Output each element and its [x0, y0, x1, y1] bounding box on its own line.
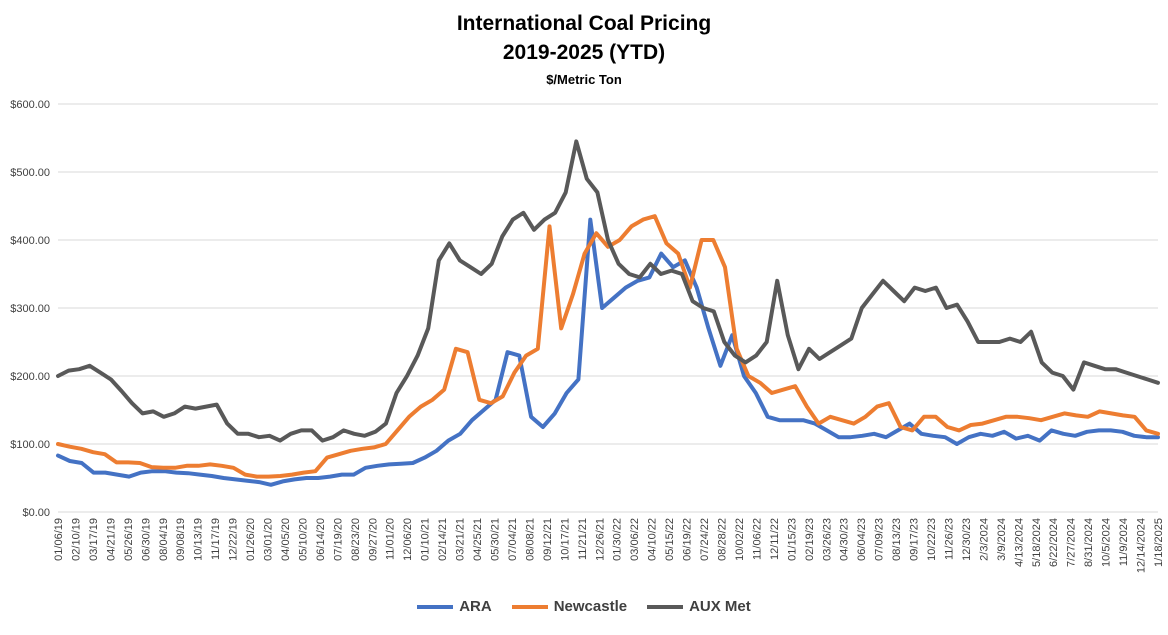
x-tick-label: 03/21/21 [455, 518, 467, 561]
series-line-newcastle [56, 214, 1160, 479]
x-tick-label: 11/26/23 [943, 518, 955, 560]
y-tick-label: $600.00 [10, 99, 50, 111]
x-tick-label: 07/09/23 [874, 518, 886, 561]
y-tick-label: $200.00 [10, 371, 50, 383]
x-tick-label: 11/21/21 [577, 518, 589, 560]
x-tick-label: 02/19/23 [804, 518, 816, 561]
x-tick-label: 09/27/20 [367, 518, 379, 561]
y-tick-label: $100.00 [10, 439, 50, 451]
legend-item: AUX Met [647, 598, 751, 615]
legend-label: ARA [459, 598, 492, 615]
x-tick-label: 12/06/20 [402, 518, 414, 561]
x-tick-label: 07/24/22 [699, 518, 711, 561]
x-tick-label: 10/13/19 [193, 518, 205, 561]
x-tick-label: 01/30/22 [612, 518, 624, 561]
x-tick-label: 8/31/2024 [1083, 518, 1095, 567]
x-tick-label: 05/30/21 [490, 518, 502, 561]
legend-item: Newcastle [511, 598, 628, 615]
x-tick-label: 4/13/2024 [1013, 518, 1025, 567]
x-tick-label: 5/18/2024 [1031, 518, 1043, 567]
series-line-aux-met [56, 139, 1160, 443]
x-tick-label: 3/9/2024 [996, 518, 1008, 561]
x-tick-label: 09/08/19 [175, 518, 187, 561]
legend-label: AUX Met [689, 598, 751, 615]
x-tick-label: 02/14/21 [437, 518, 449, 561]
x-tick-label: 11/06/22 [751, 518, 763, 560]
x-tick-label: 07/04/21 [507, 518, 519, 561]
x-tick-label: 10/22/23 [926, 518, 938, 561]
x-tick-label: 01/10/21 [420, 518, 432, 561]
legend-swatch [647, 604, 684, 609]
x-tick-label: 1/18/2025 [1153, 518, 1165, 567]
x-tick-label: 04/10/22 [647, 518, 659, 561]
x-tick-label: 02/10/19 [70, 518, 82, 561]
x-tick-label: 11/01/20 [385, 518, 397, 560]
x-tick-label: 04/25/21 [472, 518, 484, 561]
x-tick-label: 06/04/23 [856, 518, 868, 561]
x-tick-label: 04/05/20 [280, 518, 292, 561]
x-tick-label: 08/23/20 [350, 518, 362, 561]
x-tick-label: 01/26/20 [245, 518, 257, 561]
x-tick-label: 08/28/22 [716, 518, 728, 561]
x-tick-label: 12/22/19 [228, 518, 240, 561]
chart-title: International Coal Pricing [456, 12, 712, 35]
legend-label: Newcastle [553, 598, 628, 615]
x-tick-label: 06/30/19 [140, 518, 152, 561]
legend-swatch [417, 604, 454, 609]
y-tick-label: $300.00 [10, 303, 50, 315]
chart-legend: ARA Newcastle AUX Met [0, 598, 1168, 615]
x-tick-label: 07/19/20 [332, 518, 344, 561]
x-tick-label: 12/14/2024 [1136, 518, 1148, 573]
x-tick-label: 01/15/23 [786, 518, 798, 561]
legend-item: ARA [417, 598, 492, 615]
x-tick-label: 08/13/23 [891, 518, 903, 561]
x-tick-label: 2/3/2024 [978, 518, 990, 561]
x-tick-label: 09/17/23 [909, 518, 921, 561]
chart-unit-label: $/Metric Ton [546, 72, 622, 87]
x-tick-label: 10/02/22 [734, 518, 746, 561]
x-tick-label: 05/15/22 [664, 518, 676, 561]
chart-subtitle: 2019-2025 (YTD) [502, 41, 666, 64]
y-tick-label: $0.00 [22, 507, 50, 519]
x-tick-label: 08/04/19 [158, 518, 170, 561]
x-tick-label: 03/17/19 [88, 518, 100, 561]
x-tick-label: 12/30/23 [961, 518, 973, 561]
x-tick-label: 11/17/19 [210, 518, 222, 560]
y-tick-label: $500.00 [10, 167, 50, 179]
x-tick-label: 01/06/19 [53, 518, 65, 561]
x-tick-label: 10/17/21 [559, 518, 571, 561]
x-tick-label: 04/21/19 [105, 518, 117, 561]
series-line-ara [56, 217, 1160, 487]
x-tick-label: 11/9/2024 [1118, 518, 1130, 566]
x-tick-label: 03/01/20 [263, 518, 275, 561]
x-tick-label: 6/22/2024 [1048, 518, 1060, 567]
x-tick-label: 08/08/21 [524, 518, 536, 561]
x-tick-label: 10/5/2024 [1101, 518, 1113, 567]
x-tick-label: 09/12/21 [542, 518, 554, 561]
x-tick-label: 7/27/2024 [1066, 518, 1078, 567]
legend-swatch [511, 604, 548, 609]
x-tick-label: 03/06/22 [629, 518, 641, 561]
x-tick-label: 06/19/22 [682, 518, 694, 561]
x-tick-label: 06/14/20 [315, 518, 327, 561]
y-tick-label: $400.00 [10, 235, 50, 247]
x-tick-label: 04/30/23 [839, 518, 851, 561]
x-tick-label: 05/10/20 [297, 518, 309, 561]
x-tick-label: 05/26/19 [123, 518, 135, 561]
x-tick-label: 12/26/21 [594, 518, 606, 561]
x-tick-label: 12/11/22 [769, 518, 781, 560]
x-tick-label: 03/26/23 [821, 518, 833, 561]
